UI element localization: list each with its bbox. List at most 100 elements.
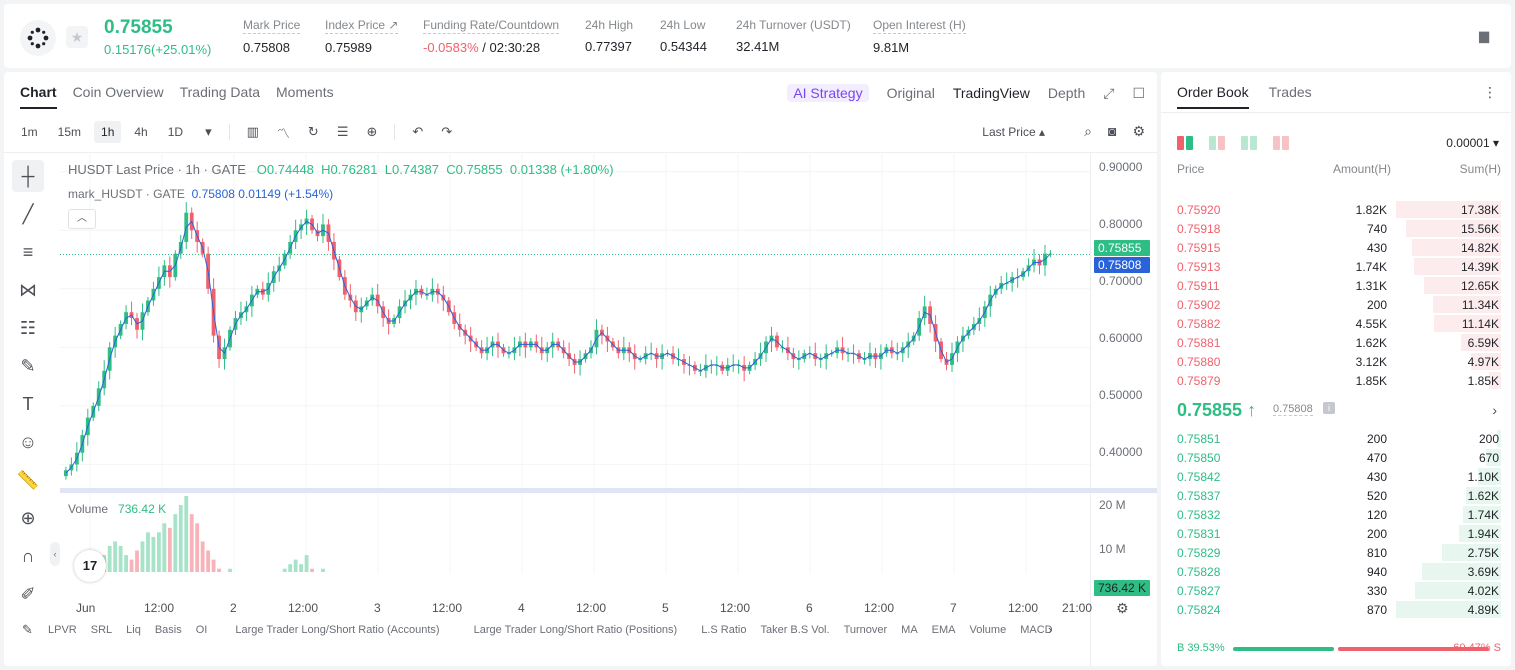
bid-row[interactable]: 0.75827 330 4.02K [1161,581,1511,600]
indicator-item[interactable]: EMA [931,624,956,636]
template-icon[interactable]: ☰ [336,124,349,139]
timeframe-15m[interactable]: 15m [57,125,82,139]
bid-row[interactable]: 0.75837 520 1.62K [1161,486,1511,505]
bid-row[interactable]: 0.75851 200 200 [1161,429,1511,448]
ask-row[interactable]: 0.75881 1.62K 6.59K [1161,333,1511,352]
tab-original[interactable]: Original [886,85,935,101]
timeframe-1h[interactable]: 1h [94,121,122,143]
timeframe-1d[interactable]: 1D [167,125,184,139]
indicator-item[interactable]: Basis [154,624,182,636]
ask-row[interactable]: 0.75915 430 14.82K [1161,238,1511,257]
window-icon[interactable]: ☐ [1132,84,1145,101]
indicator-item[interactable]: MA [901,624,918,636]
text-icon[interactable]: T [22,393,34,414]
timeframe-1m[interactable]: 1m [21,125,38,139]
indicator-item[interactable]: Taker B.S Vol. [760,624,830,636]
bid-row[interactable]: 0.75850 470 670 [1161,448,1511,467]
indicators-icon[interactable]: 〽 [276,125,290,141]
indicator-item[interactable]: Large Trader Long/Short Ratio (Accounts) [235,624,440,636]
add-alert-icon[interactable]: ⊕ [366,124,378,139]
time-axis[interactable]: Jun 12:00 2 12:00 3 12:00 4 12:00 5 12:0… [60,599,1092,619]
chevron-right-icon[interactable]: › [1492,402,1497,418]
tab-trading-data[interactable]: Trading Data [179,84,261,100]
crosshair-icon[interactable]: ┼ [12,160,44,192]
stat-label[interactable]: Open Interest (H) [873,18,966,34]
indicator-item[interactable]: L.S Ratio [701,624,747,636]
pattern-icon[interactable]: ⋈ [19,279,37,300]
info-icon[interactable]: i [1323,402,1335,414]
replay-icon[interactable]: ↻ [307,124,319,139]
pane-divider[interactable] [60,488,1157,493]
last-price-select[interactable]: Last Price ▴ [982,125,1045,139]
ask-row[interactable]: 0.75880 3.12K 4.97K [1161,352,1511,371]
indicator-item[interactable]: MACD [1020,624,1053,636]
mid-mark-price[interactable]: 0.75808 [1273,403,1313,416]
magnet-icon[interactable]: ∩ [21,545,35,566]
horizontal-lines-icon[interactable]: ≡ [22,241,34,262]
favorite-star-icon[interactable]: ★ [66,26,88,48]
precision-select[interactable]: 0.00001 ▾ [1446,136,1499,150]
indicator-item[interactable]: Large Trader Long/Short Ratio (Positions… [473,624,678,636]
expand-icon[interactable]: ⤢ [1103,84,1115,101]
gear-icon[interactable]: ⚙ [1132,123,1145,139]
guide-book-icon[interactable]: ▆ [1479,28,1489,43]
chevron-right-icon[interactable]: › [1048,622,1053,637]
timeframe-4h[interactable]: 4h [134,125,148,139]
price-axis[interactable]: 0.90000 0.80000 0.70000 0.60000 0.50000 … [1090,152,1157,666]
tab-coin-overview[interactable]: Coin Overview [72,84,164,100]
indicator-item[interactable]: Volume [969,624,1007,636]
indicator-item[interactable]: OI [195,624,208,636]
bid-row[interactable]: 0.75828 940 3.69K [1161,562,1511,581]
indicator-item[interactable]: LPVR [48,624,77,636]
ask-row[interactable]: 0.75913 1.74K 14.39K [1161,257,1511,276]
emoji-icon[interactable]: ☺ [18,431,38,452]
tab-order-book[interactable]: Order Book [1177,84,1249,109]
stat-label[interactable]: Funding Rate/Countdown [423,18,560,34]
ask-row[interactable]: 0.75920 1.82K 17.38K [1161,200,1511,219]
scroll-left-icon[interactable]: ‹ [50,542,60,566]
tab-trades[interactable]: Trades [1268,84,1312,100]
tab-chart[interactable]: Chart [20,84,57,109]
candle-type-icon[interactable]: ▥ [246,124,259,139]
mode-mixed-icon[interactable] [1209,136,1225,150]
mode-bids-icon[interactable] [1241,136,1257,150]
zoom-in-icon[interactable]: ⊕ [20,507,36,528]
mode-both-icon[interactable] [1177,136,1193,150]
ask-row[interactable]: 0.75902 200 11.34K [1161,295,1511,314]
ask-row[interactable]: 0.75918 740 15.56K [1161,219,1511,238]
tab-depth[interactable]: Depth [1047,85,1086,101]
brush-icon[interactable]: ✎ [20,355,36,376]
indicator-item[interactable]: Turnover [843,624,888,636]
collapse-legend-button[interactable]: ︿ [68,209,96,229]
price-chart-svg[interactable] [60,152,1090,572]
tab-tradingview[interactable]: TradingView [952,85,1030,101]
ask-row[interactable]: 0.75911 1.31K 12.65K [1161,276,1511,295]
chevron-down-icon[interactable]: ▾ [205,124,212,139]
tradingview-logo-icon[interactable]: 17 [74,550,106,582]
pencil-lock-icon[interactable]: ✐ [20,583,36,604]
pencil-icon[interactable]: ✎ [22,622,33,637]
stat-label[interactable]: Mark Price [243,18,301,34]
bid-row[interactable]: 0.75824 870 4.89K [1161,600,1511,619]
bid-row[interactable]: 0.75832 120 1.74K [1161,505,1511,524]
ask-row[interactable]: 0.75882 4.55K 11.14K [1161,314,1511,333]
tab-moments[interactable]: Moments [276,84,334,100]
axis-settings-icon[interactable]: ⚙ [1116,600,1129,616]
indicator-item[interactable]: SRL [90,624,113,636]
search-icon[interactable]: ⌕ [1084,123,1092,139]
trendline-icon[interactable]: ╱ [22,203,34,224]
stat-label[interactable]: Index Price ↗ [325,18,399,34]
ai-strategy-button[interactable]: AI Strategy [787,84,869,102]
ask-row[interactable]: 0.75879 1.85K 1.85K [1161,371,1511,390]
fib-icon[interactable]: ☷ [19,317,37,338]
camera-icon[interactable]: ◙ [1107,123,1117,139]
undo-icon[interactable]: ↶ [412,124,424,139]
indicator-item[interactable]: Liq [126,624,141,636]
more-menu-icon[interactable]: ⋮ [1483,84,1497,100]
mode-asks-icon[interactable] [1273,136,1289,150]
bid-row[interactable]: 0.75831 200 1.94K [1161,524,1511,543]
bid-row[interactable]: 0.75842 430 1.10K [1161,467,1511,486]
bid-row[interactable]: 0.75829 810 2.75K [1161,543,1511,562]
redo-icon[interactable]: ↷ [441,124,453,139]
ruler-icon[interactable]: 📏 [16,469,40,490]
